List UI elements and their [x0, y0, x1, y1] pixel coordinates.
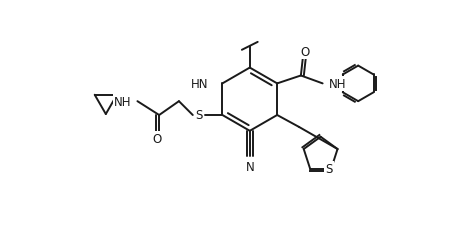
Text: HN: HN	[191, 78, 208, 91]
Text: NH: NH	[328, 78, 345, 91]
Text: O: O	[300, 46, 309, 59]
Text: S: S	[325, 163, 332, 176]
Text: NH: NH	[114, 95, 131, 108]
Text: O: O	[152, 133, 162, 146]
Text: N: N	[245, 160, 254, 173]
Text: S: S	[194, 109, 202, 122]
